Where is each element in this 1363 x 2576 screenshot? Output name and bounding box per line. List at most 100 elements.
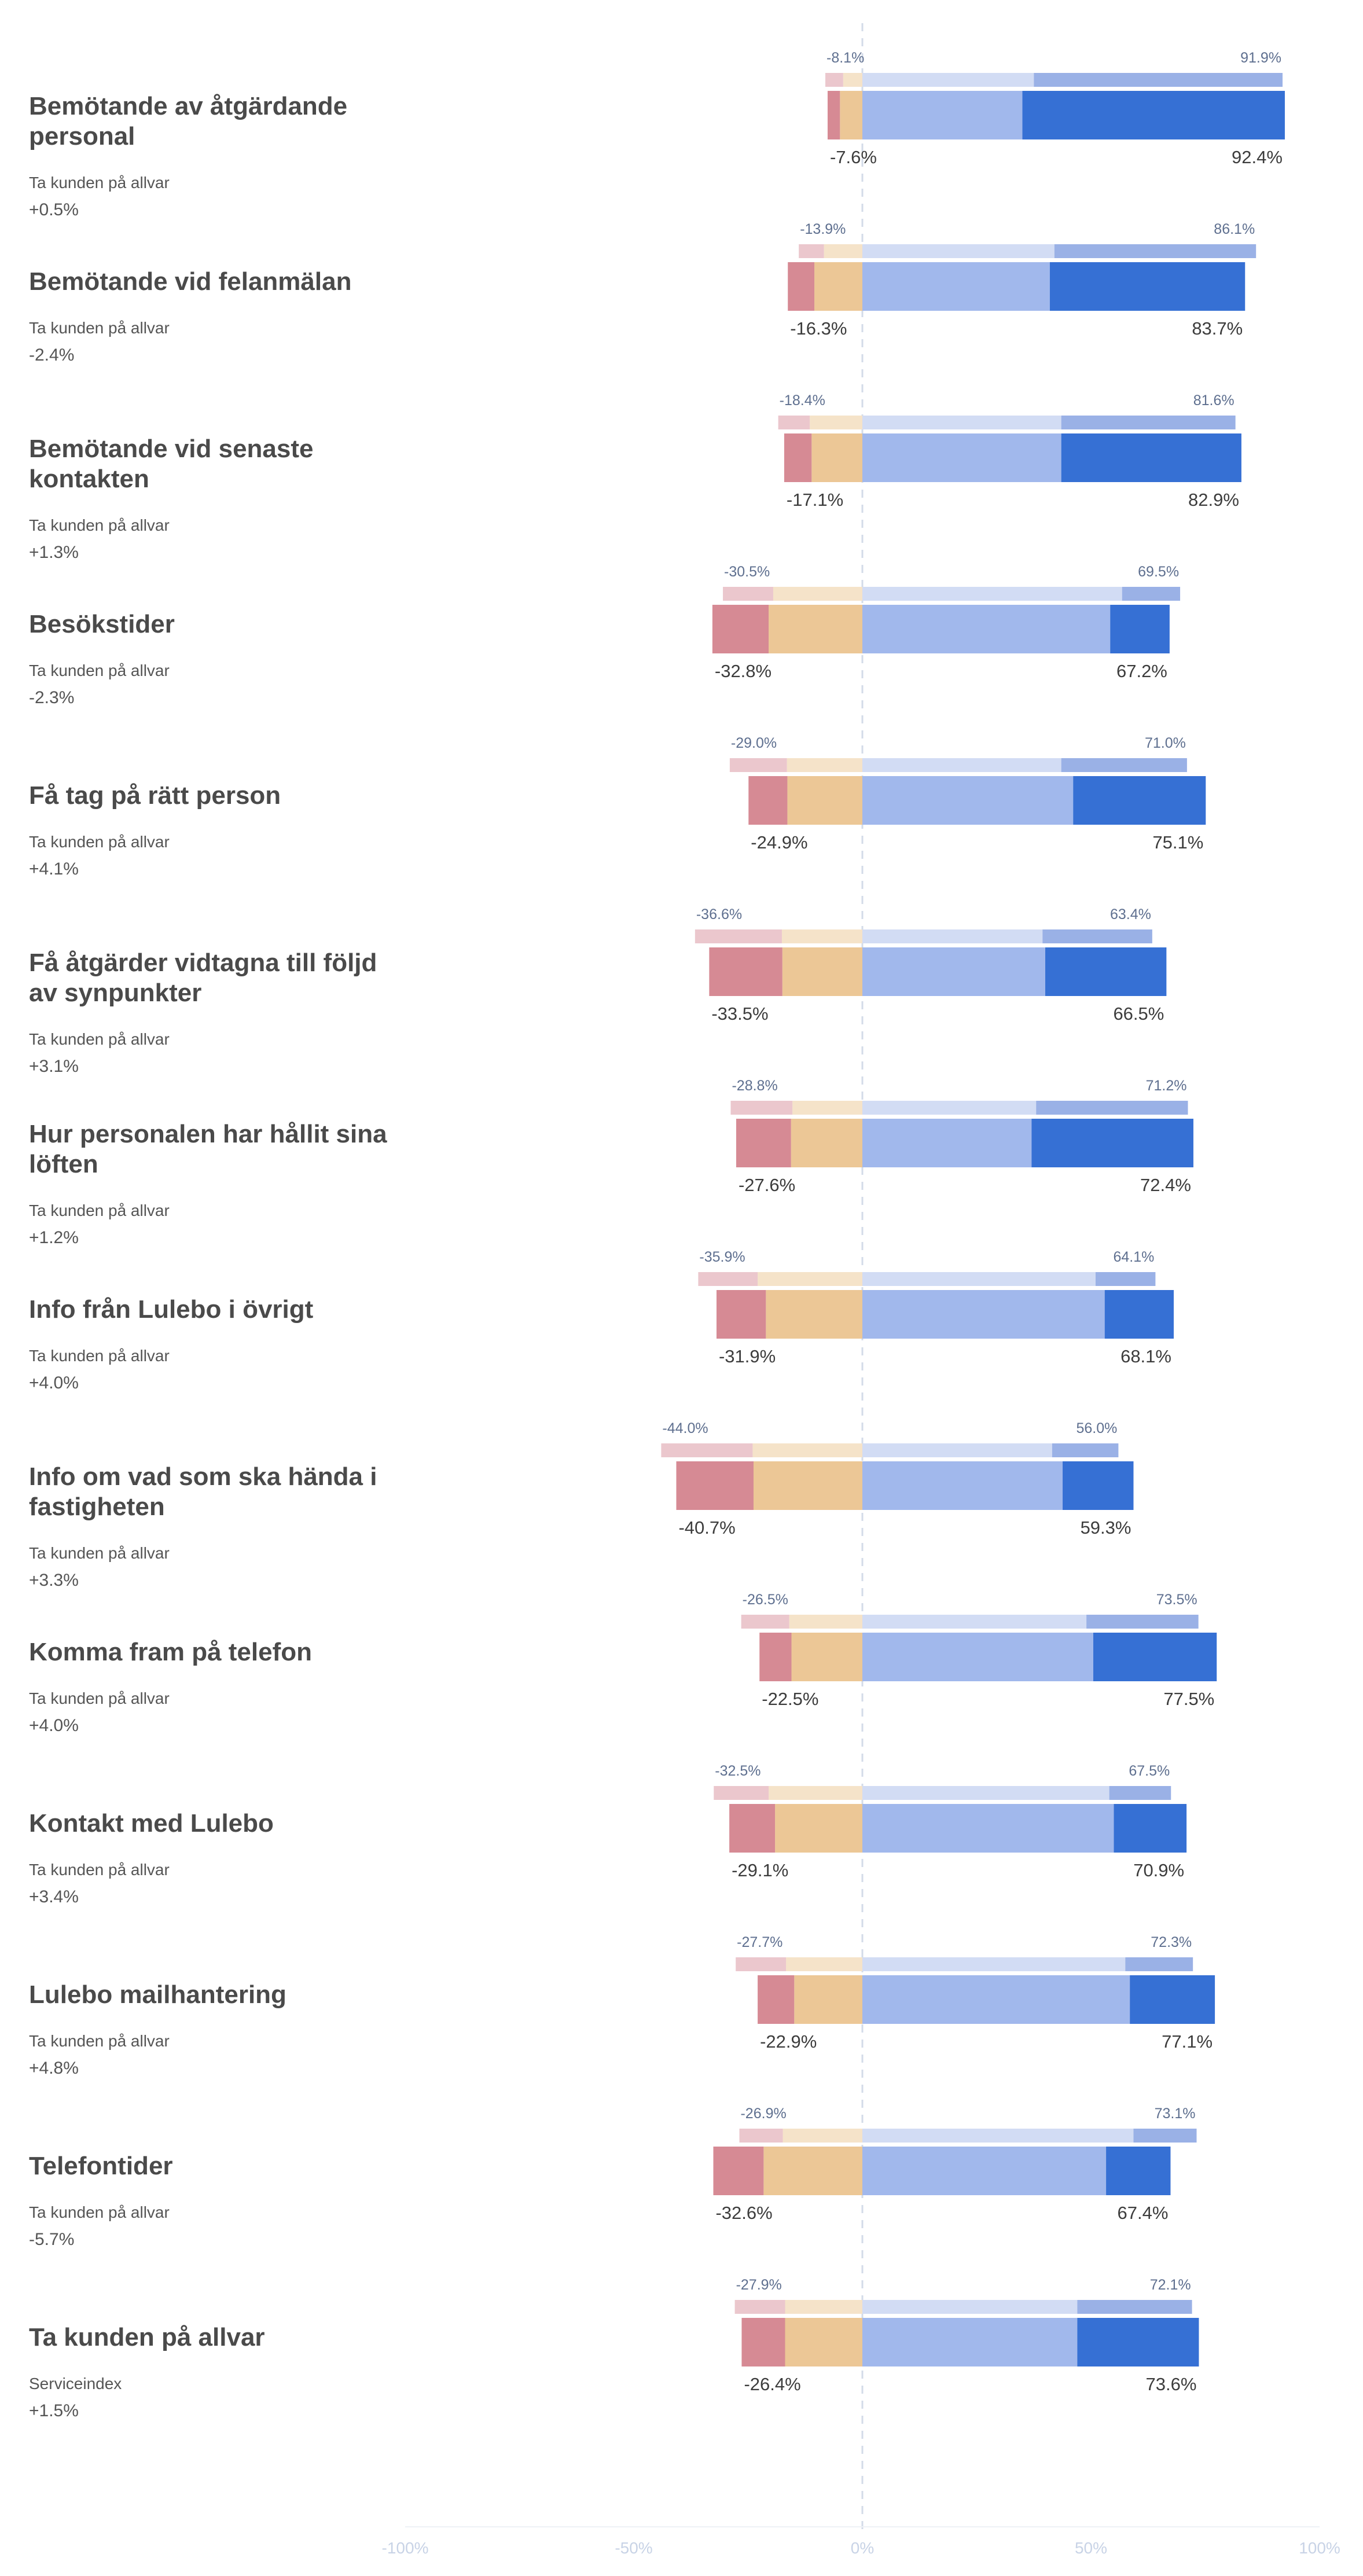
previous-pos-mild-bar-4 <box>862 758 1061 772</box>
row-delta-12: -5.7% <box>29 2230 74 2249</box>
current-pos-label-11: 77.1% <box>1162 2031 1213 2052</box>
previous-pos-mild-bar-7 <box>862 1272 1096 1286</box>
row-delta-4: +4.1% <box>29 859 79 879</box>
current-neg-mild-bar-13 <box>785 2318 862 2366</box>
row-delta-9: +4.0% <box>29 1716 79 1735</box>
current-pos-label-2: 82.9% <box>1188 490 1239 510</box>
previous-neg-strong-bar-9 <box>741 1615 789 1629</box>
row-subtitle-9: Ta kunden på allvar <box>29 1689 170 1707</box>
current-pos-mild-bar-4 <box>862 776 1074 825</box>
previous-neg-strong-bar-12 <box>739 2129 783 2143</box>
current-pos-mild-bar-1 <box>862 262 1050 311</box>
x-tick-label-4: 100% <box>1299 2539 1340 2557</box>
row-title-0: Bemötande av åtgärdande <box>29 92 347 120</box>
x-tick-label-3: 50% <box>1075 2539 1107 2557</box>
row-title-3: Besökstider <box>29 610 175 638</box>
previous-neg-mild-bar-10 <box>769 1786 862 1800</box>
previous-pos-strong-bar-8 <box>1052 1443 1119 1457</box>
current-pos-mild-bar-3 <box>862 605 1111 653</box>
current-neg-mild-bar-0 <box>840 91 862 139</box>
row-title-5: av synpunkter <box>29 979 201 1007</box>
current-pos-mild-bar-2 <box>862 433 1061 482</box>
previous-neg-label-10: -32.5% <box>715 1763 761 1779</box>
current-pos-label-0: 92.4% <box>1232 147 1283 167</box>
row-delta-10: +3.4% <box>29 1887 79 1906</box>
current-neg-mild-bar-8 <box>753 1461 862 1510</box>
previous-neg-mild-bar-5 <box>781 929 862 943</box>
previous-neg-label-1: -13.9% <box>800 221 846 237</box>
previous-pos-strong-bar-11 <box>1125 1957 1193 1971</box>
previous-neg-strong-bar-10 <box>714 1786 769 1800</box>
current-pos-mild-bar-12 <box>862 2147 1107 2195</box>
current-neg-strong-bar-10 <box>729 1804 776 1853</box>
previous-pos-strong-bar-1 <box>1054 244 1257 258</box>
current-pos-strong-bar-1 <box>1049 262 1246 311</box>
current-neg-strong-bar-2 <box>784 433 812 482</box>
previous-neg-strong-bar-3 <box>723 587 773 601</box>
previous-pos-label-4: 71.0% <box>1145 735 1186 751</box>
current-pos-label-7: 68.1% <box>1120 1346 1171 1366</box>
previous-pos-label-9: 73.5% <box>1156 1592 1197 1608</box>
current-neg-mild-bar-4 <box>787 776 862 825</box>
current-neg-strong-bar-13 <box>741 2318 785 2366</box>
previous-neg-label-5: -36.6% <box>696 906 742 923</box>
previous-neg-strong-bar-0 <box>825 73 843 87</box>
previous-pos-strong-bar-3 <box>1122 587 1181 601</box>
previous-neg-label-2: -18.4% <box>780 392 825 409</box>
current-pos-strong-bar-10 <box>1114 1804 1187 1853</box>
current-pos-mild-bar-8 <box>862 1461 1063 1510</box>
previous-pos-mild-bar-1 <box>862 244 1055 258</box>
current-pos-strong-bar-3 <box>1110 605 1170 653</box>
current-neg-label-2: -17.1% <box>787 490 843 510</box>
previous-neg-mild-bar-4 <box>787 758 862 772</box>
row-subtitle-13: Serviceindex <box>29 2375 122 2393</box>
current-neg-strong-bar-5 <box>709 947 782 996</box>
previous-neg-strong-bar-7 <box>698 1272 758 1286</box>
previous-pos-mild-bar-5 <box>862 929 1043 943</box>
current-neg-strong-bar-6 <box>736 1119 791 1167</box>
current-neg-mild-bar-2 <box>811 433 862 482</box>
x-tick-label-0: -100% <box>382 2539 429 2557</box>
row-delta-1: -2.4% <box>29 346 74 365</box>
current-neg-mild-bar-10 <box>775 1804 862 1853</box>
current-neg-strong-bar-3 <box>712 605 769 653</box>
previous-pos-mild-bar-12 <box>862 2129 1134 2143</box>
previous-neg-mild-bar-6 <box>792 1101 862 1115</box>
row-title-5: Få åtgärder vidtagna till följd <box>29 949 377 977</box>
current-neg-strong-bar-11 <box>758 1975 795 2024</box>
previous-pos-mild-bar-9 <box>862 1615 1087 1629</box>
row-delta-3: -2.3% <box>29 688 74 707</box>
current-neg-label-4: -24.9% <box>751 832 807 852</box>
row-subtitle-10: Ta kunden på allvar <box>29 1861 170 1879</box>
previous-neg-mild-bar-2 <box>810 416 862 429</box>
previous-neg-mild-bar-12 <box>782 2129 862 2143</box>
current-pos-strong-bar-5 <box>1045 947 1167 996</box>
x-tick-label-2: 0% <box>851 2539 874 2557</box>
current-pos-label-10: 70.9% <box>1133 1860 1184 1880</box>
row-title-8: fastigheten <box>29 1493 165 1521</box>
current-pos-mild-bar-9 <box>862 1633 1093 1681</box>
previous-neg-strong-bar-6 <box>730 1101 793 1115</box>
current-pos-mild-bar-5 <box>862 947 1045 996</box>
current-pos-label-5: 66.5% <box>1113 1004 1164 1024</box>
current-neg-strong-bar-9 <box>759 1633 792 1681</box>
previous-pos-mild-bar-13 <box>862 2300 1078 2314</box>
previous-pos-label-1: 86.1% <box>1214 221 1255 237</box>
current-neg-mild-bar-6 <box>791 1119 862 1167</box>
current-pos-strong-bar-2 <box>1061 433 1241 482</box>
x-tick-label-1: -50% <box>615 2539 652 2557</box>
previous-pos-mild-bar-6 <box>862 1101 1037 1115</box>
previous-pos-strong-bar-5 <box>1042 929 1152 943</box>
current-pos-label-1: 83.7% <box>1192 318 1243 339</box>
row-title-2: kontakten <box>29 465 149 493</box>
current-neg-label-1: -16.3% <box>790 318 847 339</box>
previous-neg-strong-bar-8 <box>661 1443 753 1457</box>
row-subtitle-6: Ta kunden på allvar <box>29 1201 170 1219</box>
row-subtitle-11: Ta kunden på allvar <box>29 2032 170 2050</box>
row-title-0: personal <box>29 122 135 150</box>
previous-pos-strong-bar-6 <box>1036 1101 1188 1115</box>
row-delta-13: +1.5% <box>29 2401 79 2420</box>
current-pos-strong-bar-13 <box>1077 2318 1199 2366</box>
previous-neg-mild-bar-0 <box>843 73 862 87</box>
current-pos-strong-bar-11 <box>1130 1975 1215 2024</box>
